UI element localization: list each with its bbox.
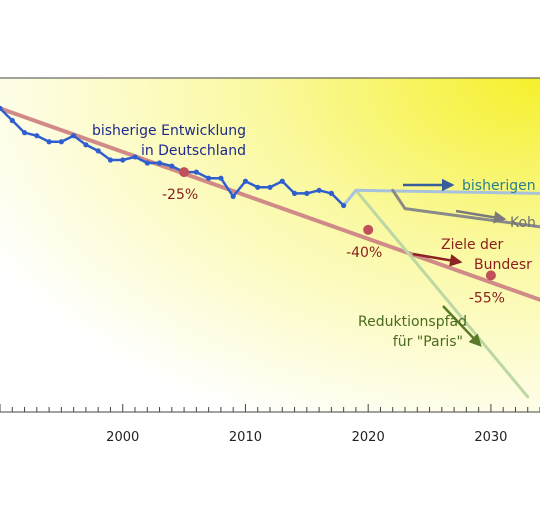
target-point: [179, 167, 190, 178]
trend-label: bisherigen: [462, 178, 536, 194]
history-point: [267, 184, 273, 190]
history-point: [193, 169, 199, 175]
x-tick-label: 2000: [106, 430, 139, 445]
history-point: [107, 157, 114, 163]
history-point: [71, 133, 77, 139]
paris-label-line2: für "Paris": [393, 334, 463, 350]
history-point: [304, 190, 310, 196]
history-point: [230, 193, 236, 200]
series-line-paris: [354, 188, 530, 399]
history-point: [9, 117, 15, 124]
paris-arrow: [442, 305, 482, 347]
targets-arrow: [412, 252, 463, 267]
history-point: [242, 178, 249, 184]
history-point: [95, 148, 101, 154]
paris-label-line1: Reduktionspfad: [358, 314, 467, 330]
targets-label-line2: Bundesr: [474, 257, 532, 273]
history-point: [316, 187, 322, 193]
x-tick-label: 2030: [474, 430, 507, 445]
target-labels: -25% -40% -55%: [162, 187, 505, 306]
x-tick-label: 2010: [229, 430, 262, 445]
history-point: [120, 157, 126, 163]
target-point: [363, 224, 374, 235]
history-point: [291, 190, 298, 196]
points-layer: [0, 105, 496, 281]
series-line-current-trend: [342, 188, 540, 207]
target-point-label: -40%: [346, 245, 382, 261]
plot-area: [0, 78, 540, 412]
history-point: [58, 139, 64, 145]
history-point: [21, 130, 28, 136]
history-point: [255, 184, 261, 190]
x-tick-label: 2020: [352, 430, 385, 445]
target-point-label: -55%: [469, 290, 505, 306]
history-point: [34, 133, 40, 139]
targets-label-line1: Ziele der: [441, 237, 504, 253]
history-point: [132, 154, 138, 160]
x-axis-tick-labels: 2000 2010 2020 2030: [106, 430, 507, 445]
history-label-line2: in Deutschland: [141, 143, 246, 159]
series-line-targets: [0, 106, 540, 302]
history-point: [0, 105, 3, 111]
history-point: [328, 190, 334, 196]
history-point: [279, 178, 285, 184]
x-axis-ticks: [0, 404, 540, 412]
history-point: [144, 160, 150, 166]
history-point: [218, 175, 224, 181]
target-point: [485, 270, 496, 281]
history-point: [83, 142, 89, 148]
history-label-line1: bisherige Entwicklung: [92, 123, 246, 139]
history-point: [169, 163, 175, 169]
coal-arrow: [455, 209, 507, 224]
history-point: [341, 202, 347, 209]
history-point: [156, 160, 163, 166]
history-point: [206, 175, 212, 181]
history-point: [46, 139, 52, 145]
coal-label: Koh: [510, 215, 536, 231]
target-point-label: -25%: [162, 187, 198, 203]
